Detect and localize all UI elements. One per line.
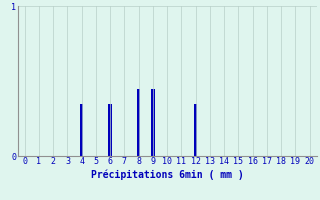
Bar [151, 88, 155, 156]
Bar [80, 104, 84, 156]
Bar [194, 104, 197, 156]
Bar [137, 88, 140, 156]
X-axis label: Précipitations 6min ( mm ): Précipitations 6min ( mm ) [91, 169, 244, 180]
Bar [108, 104, 112, 156]
